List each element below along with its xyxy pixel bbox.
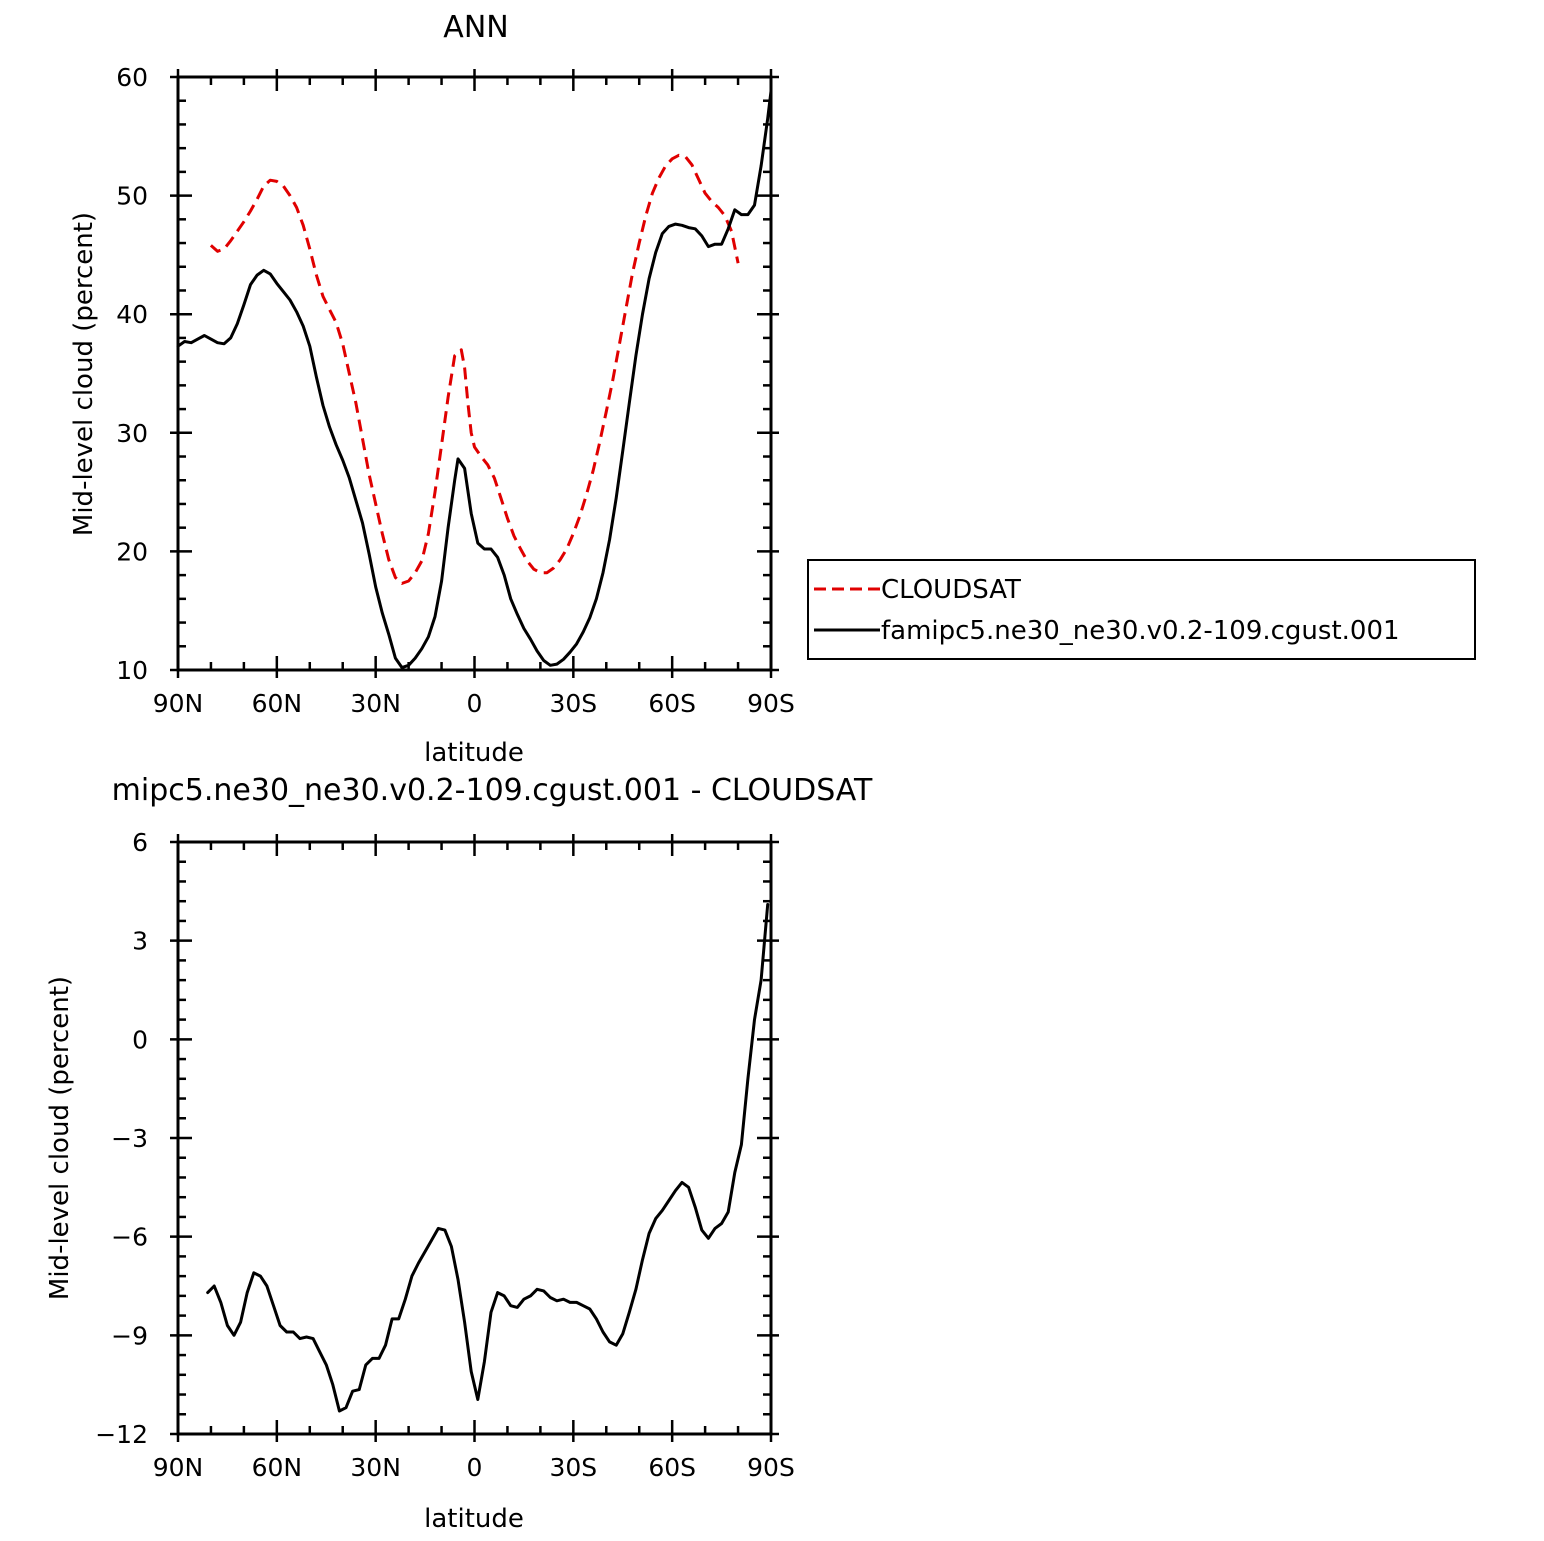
bottom-panel-y-axis-label: Mid-level cloud (percent) xyxy=(45,976,75,1300)
y-tick-label: 6 xyxy=(132,828,148,857)
x-tick-label: 30N xyxy=(350,1453,401,1482)
x-tick-label: 60S xyxy=(648,1453,696,1482)
y-tick-label: 10 xyxy=(116,656,148,685)
legend-label-model: famipc5.ne30_ne30.v0.2-109.cgust.001 xyxy=(881,616,1400,646)
y-tick-label: 30 xyxy=(116,419,148,448)
legend-label-cloudsat: CLOUDSAT xyxy=(881,575,1021,605)
legend: CLOUDSAT famipc5.ne30_ne30.v0.2-109.cgus… xyxy=(807,559,1476,660)
top-panel-x-tick-labels: 90N 60N 30N 0 30S 60S 90S xyxy=(153,689,795,718)
x-tick-label: 60N xyxy=(252,1453,303,1482)
y-tick-label: 60 xyxy=(116,63,148,92)
x-tick-label: 90N xyxy=(153,689,204,718)
x-tick-label: 90S xyxy=(747,689,795,718)
top-panel-frame xyxy=(176,75,773,672)
bottom-series-line-0 xyxy=(206,903,770,1413)
x-tick-label: 30N xyxy=(350,689,401,718)
bottom-panel-y-tick-labels: 6 3 0 −3 −6 −9 −12 xyxy=(95,828,148,1449)
top-panel-title: ANN xyxy=(443,10,508,45)
y-tick-label: −9 xyxy=(111,1321,148,1350)
y-tick-label: −3 xyxy=(111,1124,148,1153)
bottom-panel-ticks xyxy=(170,834,779,1442)
y-tick-label: 0 xyxy=(132,1025,148,1054)
bottom-panel: mipc5.ne30_ne30.v0.2-109.cgust.001 - CLO… xyxy=(45,773,873,1534)
top-panel-series xyxy=(176,89,773,670)
x-tick-label: 90S xyxy=(747,1453,795,1482)
bottom-panel-x-tick-labels: 90N 60N 30N 0 30S 60S 90S xyxy=(153,1453,795,1482)
x-tick-label: 0 xyxy=(467,1453,483,1482)
x-tick-label: 30S xyxy=(549,689,597,718)
y-tick-label: 3 xyxy=(132,927,148,956)
bottom-panel-x-axis-label: latitude xyxy=(424,1504,524,1534)
x-tick-label: 0 xyxy=(467,689,483,718)
bottom-panel-series xyxy=(206,903,770,1413)
top-series-line-1 xyxy=(176,89,773,670)
y-tick-label: −6 xyxy=(111,1223,148,1252)
y-tick-label: 50 xyxy=(116,182,148,211)
top-series-line-0 xyxy=(209,153,740,585)
top-panel-y-axis-label: Mid-level cloud (percent) xyxy=(69,212,99,536)
bottom-panel-frame xyxy=(176,840,773,1436)
x-tick-label: 90N xyxy=(153,1453,204,1482)
top-panel: ANN 90N 60N 30N 0 30S 60S 90S 10 20 30 40 50 60 lat… xyxy=(69,10,795,768)
bottom-panel-title: mipc5.ne30_ne30.v0.2-109.cgust.001 - CLO… xyxy=(112,773,873,808)
top-panel-x-axis-label: latitude xyxy=(424,738,524,768)
legend-box xyxy=(807,559,1476,660)
y-tick-label: −12 xyxy=(95,1420,148,1449)
x-tick-label: 60S xyxy=(648,689,696,718)
x-tick-label: 30S xyxy=(549,1453,597,1482)
y-tick-label: 40 xyxy=(116,300,148,329)
x-tick-label: 60N xyxy=(252,689,303,718)
y-tick-label: 20 xyxy=(116,537,148,566)
top-panel-y-tick-labels: 10 20 30 40 50 60 xyxy=(116,63,148,685)
